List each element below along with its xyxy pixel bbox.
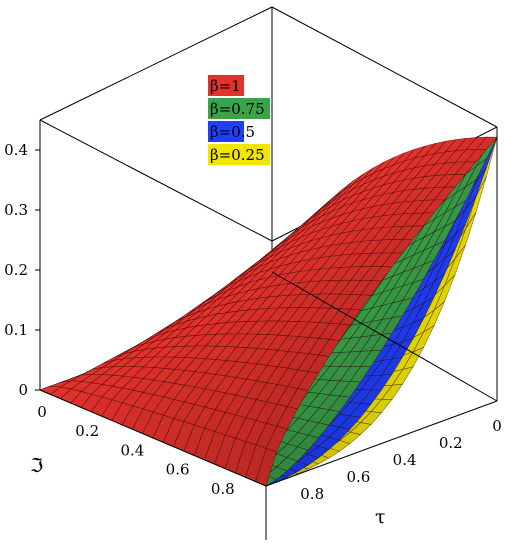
z-tick-label: 0 — [18, 381, 28, 399]
y-tick-label: 0 — [492, 417, 502, 435]
y-tick-label: 0.4 — [393, 451, 417, 469]
y-axis-title: τ — [375, 506, 386, 528]
legend-swatch — [208, 75, 244, 96]
surface-1 — [39, 136, 498, 487]
z-tick-label: 0.4 — [4, 141, 28, 159]
legend-label: β=0.75 — [210, 100, 265, 118]
x-tick-label: 0.4 — [120, 441, 144, 459]
z-tick-label: 0.3 — [4, 201, 28, 219]
y-tick-label: 0.2 — [439, 434, 463, 452]
box-edge — [271, 6, 498, 128]
box-edge — [39, 6, 273, 121]
x-tick-label: 0.2 — [75, 422, 99, 440]
x-tick-label: 0.6 — [166, 461, 190, 479]
legend-swatch — [208, 144, 270, 165]
box-edge — [39, 389, 267, 487]
box-edge — [271, 271, 498, 402]
legend-swatch — [208, 121, 244, 142]
y-tick-label: 0.6 — [346, 468, 370, 486]
legend-label: β=0.25 — [210, 146, 265, 164]
x-tick-label: 0.8 — [211, 480, 235, 498]
legend-label: β=1 — [210, 77, 241, 95]
legend-swatch — [208, 98, 270, 119]
y-tick-label: 0.8 — [300, 485, 324, 503]
tick-labels: 0 0.1 0.2 0.3 0.4 0 0.2 0.4 0.6 0.8 0 0.2 0.4 0.6 0.8 — [4, 141, 502, 503]
bounding-box-front — [39, 127, 498, 540]
box-edge — [265, 400, 498, 487]
box-edge — [39, 119, 273, 242]
legend-label: β=0.5 — [210, 123, 255, 141]
z-tick-label: 0.1 — [4, 321, 28, 339]
legend: β=1 β=0.75 β=0.5 β=0.25 — [208, 75, 270, 165]
z-tick-label: 0.2 — [4, 261, 28, 279]
x-axis-title: ℑ — [30, 455, 43, 477]
surfaces — [39, 136, 498, 487]
x-tick-label: 0 — [37, 403, 47, 421]
